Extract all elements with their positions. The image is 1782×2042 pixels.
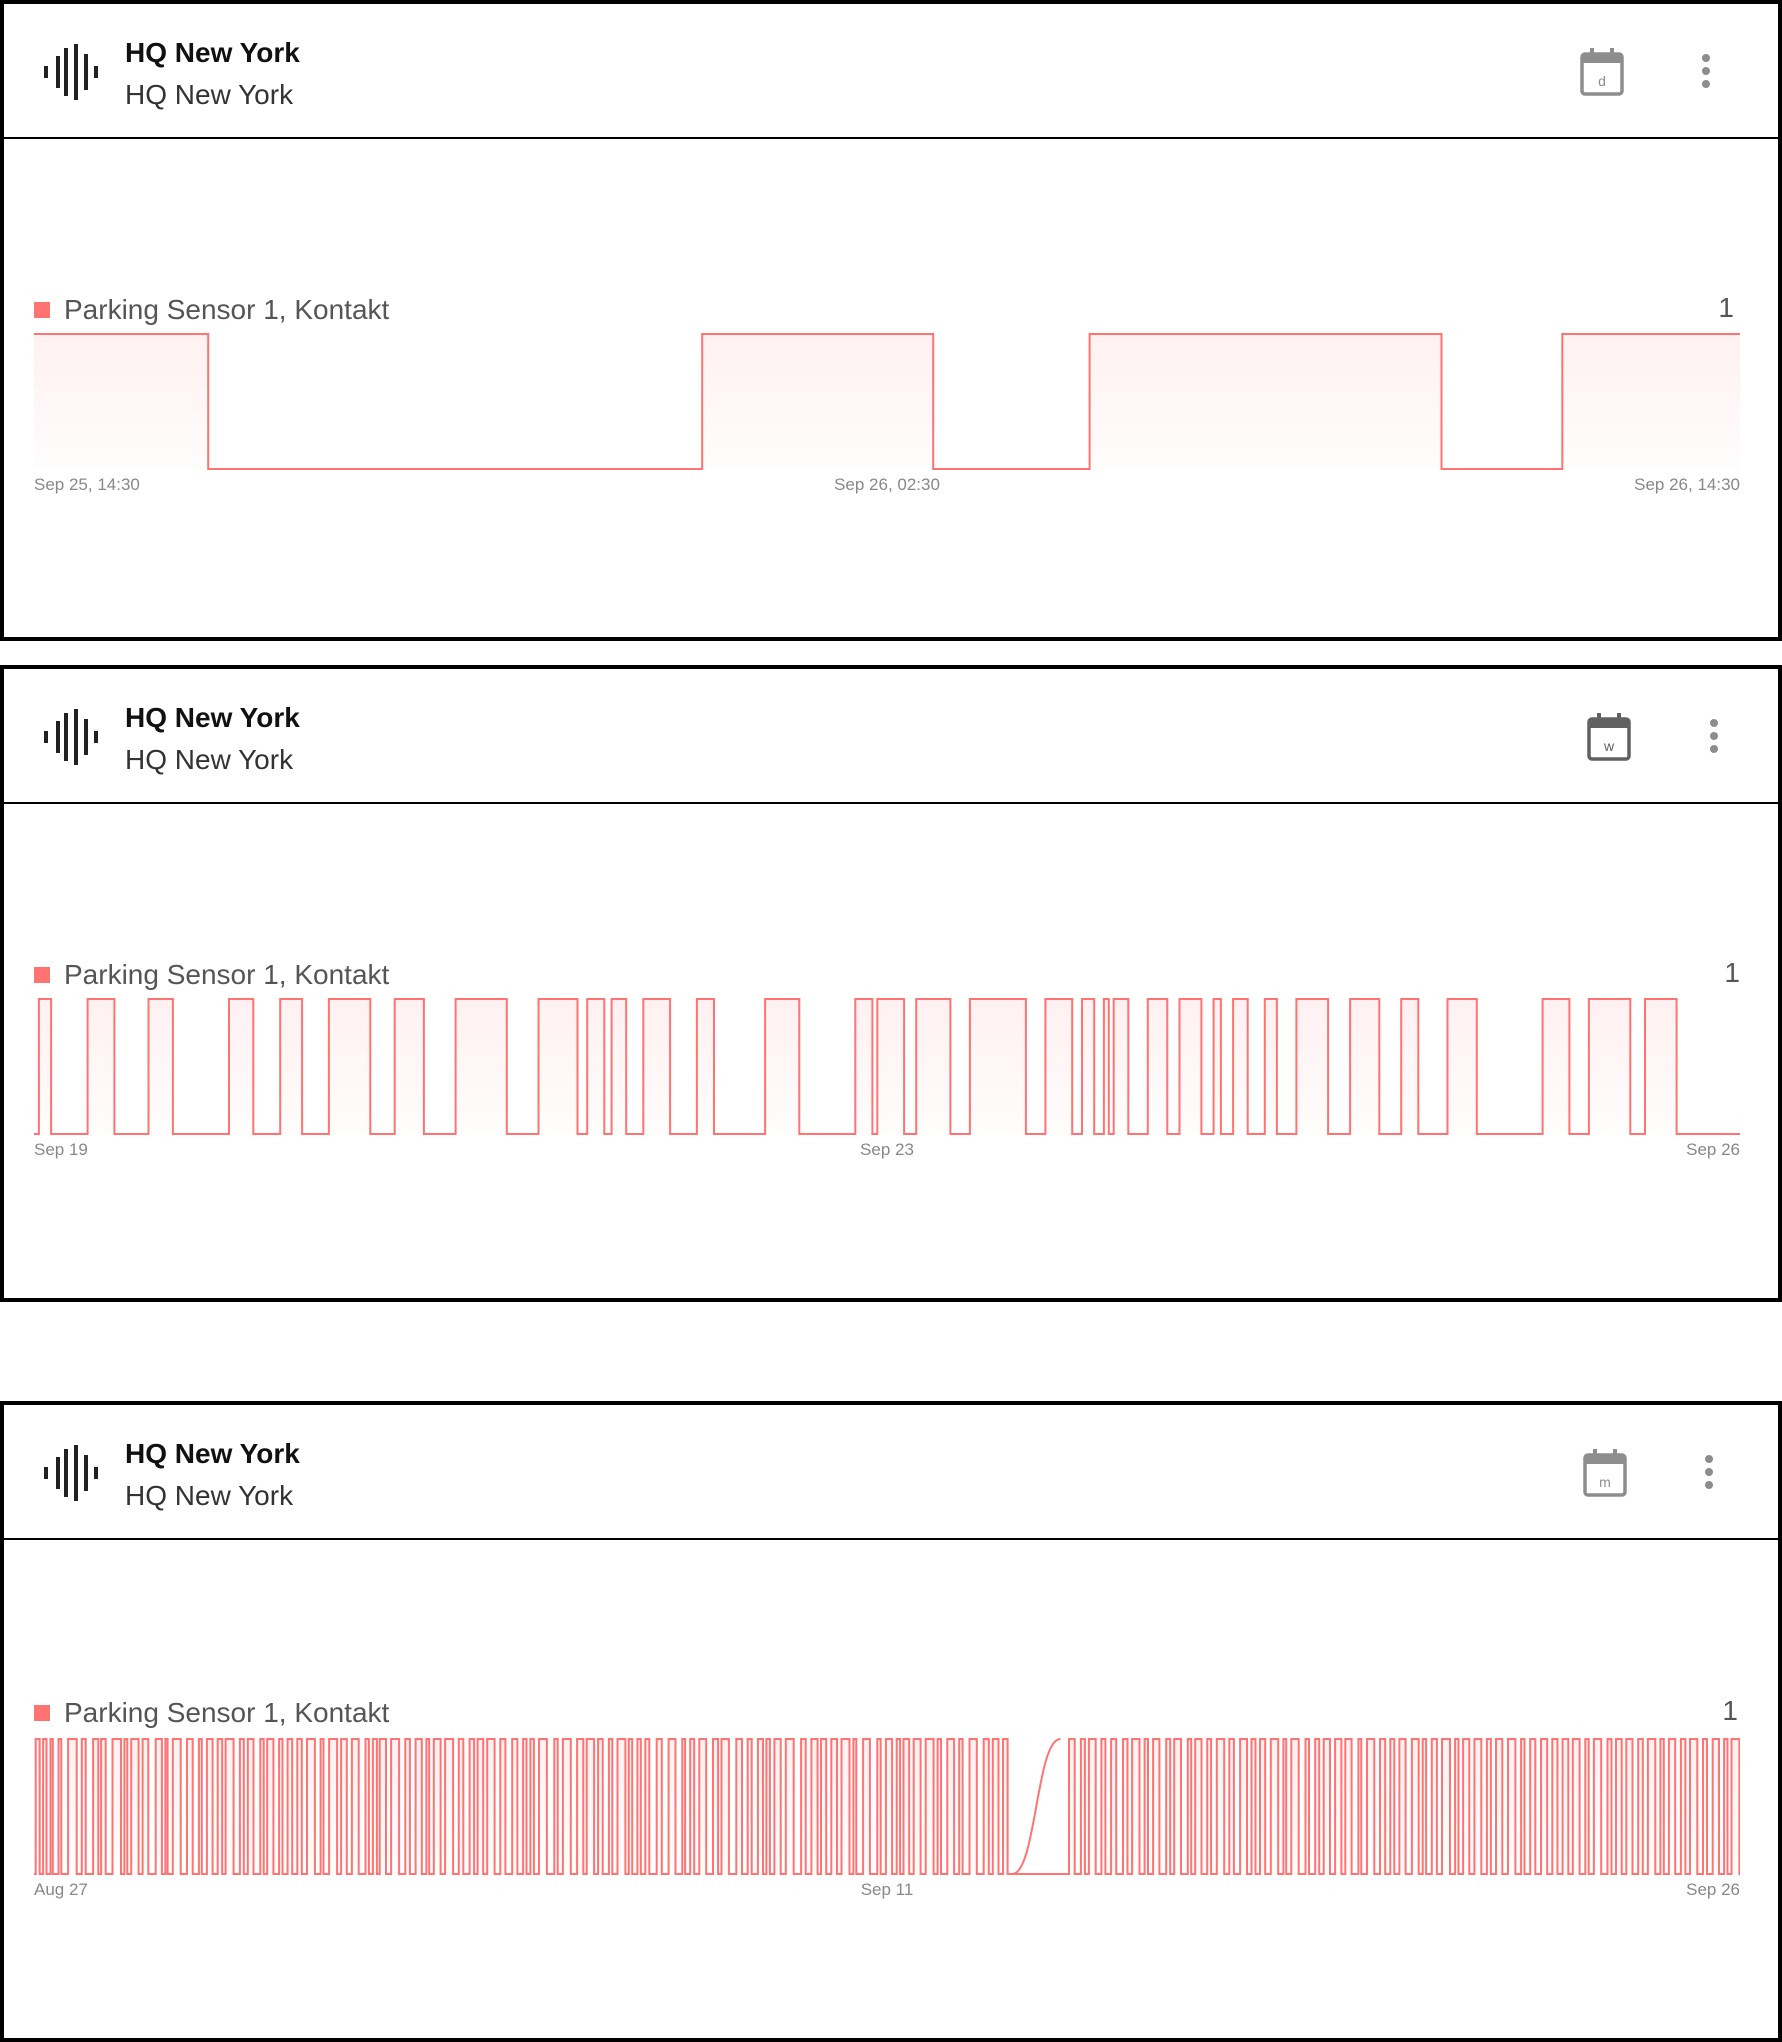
legend-label: Parking Sensor 1, Kontakt (64, 294, 390, 325)
audio-waveform-icon (44, 709, 98, 765)
legend-label: Parking Sensor 1, Kontakt (64, 1697, 390, 1728)
card-header: HQ New York HQ New York m (4, 1405, 1778, 1540)
calendar-icon: w (1587, 713, 1631, 761)
series-gap-interpolation (1011, 1738, 1061, 1875)
more-vert-icon (1710, 719, 1718, 753)
x-tick-label: Sep 26, 14:30 (1634, 475, 1740, 494)
chart-legend: Parking Sensor 1, Kontakt (34, 292, 389, 328)
step-chart: Sep 19 Sep 23 Sep 26 (34, 998, 1740, 1159)
period-selector-button[interactable]: m (1577, 1445, 1633, 1501)
latest-value: 1 (1724, 957, 1740, 988)
chart-legend: Parking Sensor 1, Kontakt (34, 957, 389, 993)
audio-waveform-icon (44, 44, 98, 100)
period-letter: m (1599, 1474, 1611, 1490)
more-menu-button[interactable] (1690, 709, 1738, 765)
card-title: HQ New York (125, 37, 300, 68)
legend-swatch (34, 1705, 50, 1721)
legend-swatch (34, 967, 50, 983)
card-subtitle: HQ New York (125, 1480, 294, 1511)
x-tick-label: Sep 26, 02:30 (834, 475, 940, 494)
x-tick-label: Aug 27 (34, 1880, 88, 1899)
step-chart: Sep 25, 14:30 Sep 26, 02:30 Sep 26, 14:30 (34, 333, 1740, 494)
x-tick-label: Sep 26 (1686, 1140, 1740, 1159)
card-subtitle: HQ New York (125, 744, 294, 775)
series-area (34, 1739, 1740, 1874)
more-vert-icon (1705, 1455, 1713, 1489)
audio-waveform-icon (44, 1445, 98, 1501)
latest-value: 1 (1718, 292, 1734, 323)
period-letter: w (1603, 738, 1615, 754)
x-tick-label: Sep 11 (861, 1880, 914, 1899)
legend-label: Parking Sensor 1, Kontakt (64, 959, 390, 990)
series-line (34, 998, 1740, 1135)
x-tick-label: Sep 26 (1686, 1880, 1740, 1899)
latest-value: 1 (1722, 1695, 1738, 1726)
x-tick-label: Sep 25, 14:30 (34, 475, 140, 494)
x-tick-label: Sep 19 (34, 1140, 88, 1159)
card-title: HQ New York (125, 702, 300, 733)
x-tick-label: Sep 23 (860, 1140, 914, 1159)
series-area (34, 334, 1740, 469)
period-letter: d (1598, 73, 1606, 89)
step-chart: Aug 27 Sep 11 Sep 26 (34, 1738, 1740, 1899)
more-menu-button[interactable] (1682, 44, 1730, 100)
series-line (34, 333, 1740, 470)
chart-legend: Parking Sensor 1, Kontakt (34, 1695, 389, 1731)
calendar-icon: d (1580, 48, 1624, 96)
period-selector-button[interactable]: d (1574, 44, 1630, 100)
card-subtitle: HQ New York (125, 79, 294, 110)
period-selector-button[interactable]: w (1581, 709, 1637, 765)
more-vert-icon (1702, 54, 1710, 88)
series-area (34, 999, 1740, 1134)
chart-card: HQ New York HQ New York m Parking Sensor… (0, 1401, 1782, 2042)
card-header: HQ New York HQ New York d (4, 4, 1778, 139)
more-menu-button[interactable] (1685, 1445, 1733, 1501)
legend-swatch (34, 302, 50, 318)
chart-card: HQ New York HQ New York d Parking Sensor… (0, 0, 1782, 641)
card-title: HQ New York (125, 1438, 300, 1469)
chart-card: HQ New York HQ New York w Parking Sensor… (0, 665, 1782, 1302)
card-header: HQ New York HQ New York w (4, 669, 1778, 804)
series-line (34, 1738, 1740, 1875)
calendar-icon: m (1583, 1449, 1627, 1497)
